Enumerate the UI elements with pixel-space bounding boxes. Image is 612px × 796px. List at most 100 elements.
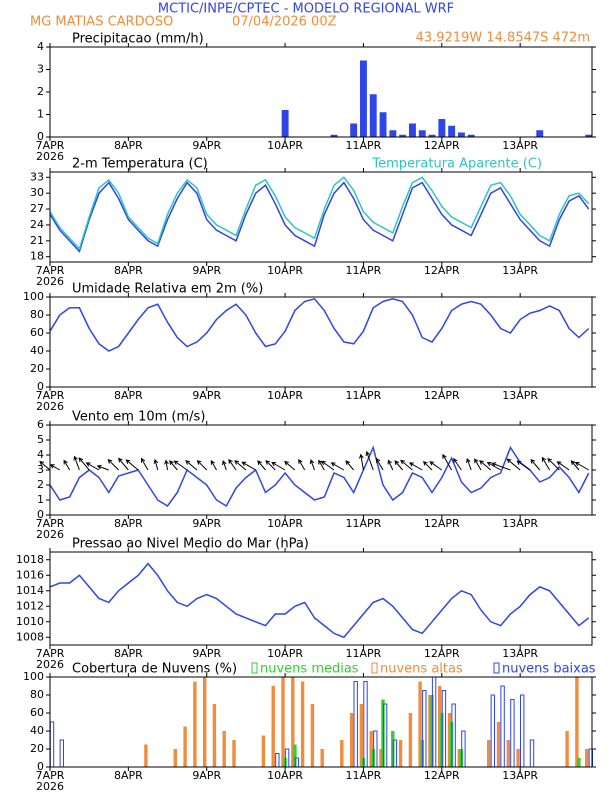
x-tick-label: 12APR <box>424 264 460 277</box>
wind-arrow <box>96 464 109 471</box>
wind-arrow <box>453 458 462 471</box>
bar <box>275 753 280 768</box>
wind-arrow <box>309 459 315 471</box>
x-tick-label: 12APR <box>424 389 460 402</box>
x-tick-label: 9APR <box>192 769 221 782</box>
bar <box>350 123 358 137</box>
y-tick-label: 2 <box>37 85 44 98</box>
wind-arrow <box>169 460 178 471</box>
y-tick-label: 6 <box>37 418 44 431</box>
wind-arrow <box>141 457 149 471</box>
x-tick-label: 7APR <box>36 264 65 277</box>
legend-label: Temperatura Aparente (C) <box>371 157 542 172</box>
x-tick-label: 11APR <box>346 517 382 530</box>
wind-arrow <box>185 460 198 471</box>
bar <box>281 110 289 137</box>
bar <box>585 749 589 767</box>
bar <box>408 713 413 767</box>
bar <box>173 749 177 767</box>
wind-arrow <box>516 460 531 471</box>
y-tick-label: 1012 <box>16 599 44 612</box>
wind-arrow <box>547 457 560 471</box>
x-tick-label: 7APR <box>36 389 65 402</box>
bar <box>418 681 422 767</box>
location: MG MATIAS CARDOSO <box>30 15 173 30</box>
line <box>49 445 590 508</box>
x-tick-label: 13APR <box>502 647 538 660</box>
y-tick-label: 40 <box>30 344 44 357</box>
wind-arrow <box>365 450 374 471</box>
y-tick-label: 80 <box>30 308 44 321</box>
y-tick-label: 21 <box>30 234 44 247</box>
wind-arrow <box>330 462 345 471</box>
x-tick-label: 10APR <box>267 139 303 152</box>
wind-arrow <box>429 461 443 471</box>
x-year: 2026 <box>36 780 64 792</box>
bar <box>575 677 579 767</box>
wind-arrow <box>241 461 256 471</box>
line <box>49 181 590 253</box>
x-tick-label: 8APR <box>114 769 143 782</box>
wind-arrow <box>442 453 453 471</box>
legend-swatch <box>493 662 500 674</box>
legend-label: nuvens altas <box>380 662 463 677</box>
wind-arrow <box>408 462 423 471</box>
bar <box>536 130 544 137</box>
x-year: 2026 <box>36 275 64 288</box>
y-tick-label: 33 <box>30 170 44 183</box>
bar <box>398 740 403 767</box>
y-tick-label: 24 <box>30 218 44 231</box>
bar <box>448 125 456 137</box>
bar <box>293 744 297 767</box>
y-tick-label: 27 <box>30 202 44 215</box>
x-tick-label: 8APR <box>114 264 143 277</box>
plot-frame <box>49 676 593 768</box>
wind-arrow <box>265 460 276 471</box>
bar <box>59 739 64 768</box>
x-year: 2026 <box>36 658 64 671</box>
x-tick-label: 9APR <box>192 389 221 402</box>
bar <box>438 119 446 137</box>
x-tick-label: 8APR <box>114 647 143 660</box>
legend-label: nuvens baixas <box>502 662 596 677</box>
wind-arrow <box>78 457 90 471</box>
bar <box>467 134 475 137</box>
bar <box>516 749 520 767</box>
x-tick-label: 12APR <box>424 647 460 660</box>
x-tick-label: 11APR <box>346 139 382 152</box>
wind-arrow <box>387 459 394 471</box>
bar <box>529 739 535 768</box>
wind-arrow <box>556 461 570 471</box>
x-tick-label: 10APR <box>267 517 303 530</box>
y-tick-label: 80 <box>30 688 44 701</box>
panel-title: Cobertura de Nuvens (%) <box>72 662 237 677</box>
y-tick-label: 60 <box>30 326 44 339</box>
x-year: 2026 <box>36 400 64 413</box>
bar <box>144 744 148 767</box>
legend-label: nuvens medias <box>260 662 359 677</box>
wind-arrow <box>486 461 501 471</box>
wind-arrow <box>118 457 129 471</box>
wind-arrow <box>345 460 355 471</box>
wind-arrow <box>284 460 296 471</box>
line <box>49 297 590 352</box>
panel-title: Umidade Relativa em 2m (%) <box>72 282 263 297</box>
x-tick-label: 8APR <box>114 389 143 402</box>
y-tick-label: 3 <box>37 463 44 476</box>
y-tick-label: 4 <box>37 448 44 461</box>
x-tick-label: 12APR <box>424 139 460 152</box>
wind-arrow <box>506 458 521 471</box>
bar <box>490 694 496 768</box>
bar <box>320 749 324 767</box>
y-tick-label: 0 <box>37 508 44 521</box>
bar <box>379 112 387 137</box>
wind-arrow <box>320 460 335 471</box>
plot-frame <box>49 424 593 516</box>
wind-arrow <box>234 460 247 471</box>
bar <box>359 704 364 767</box>
wind-arrow <box>173 460 188 471</box>
y-tick-label: 4 <box>37 40 44 53</box>
y-tick-label: 1 <box>37 493 44 506</box>
y-tick-label: 100 <box>23 290 44 303</box>
